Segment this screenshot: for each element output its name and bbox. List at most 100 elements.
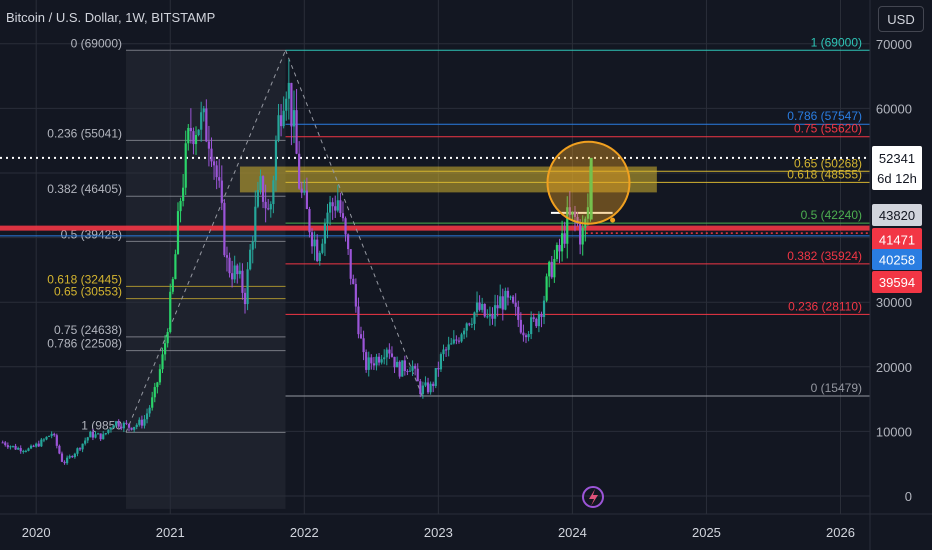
candle [112, 425, 115, 429]
candle [96, 433, 100, 435]
candle [517, 306, 520, 320]
fib-lower-label: 0.5 (39425) [61, 227, 122, 241]
candle [11, 445, 15, 447]
candle [279, 115, 283, 127]
candle [238, 270, 241, 275]
candle [499, 296, 502, 309]
candle [380, 359, 383, 363]
candle [84, 440, 87, 444]
y-tick-label: 0 [905, 489, 912, 504]
candle [287, 82, 290, 99]
candle [66, 457, 69, 464]
candle [140, 419, 143, 426]
candle [305, 190, 308, 209]
candle [76, 448, 79, 454]
candle [334, 206, 337, 211]
y-tick-label: 30000 [876, 295, 912, 310]
candle [576, 216, 579, 224]
x-tick-label: 2026 [826, 525, 855, 540]
last-candle [589, 157, 593, 220]
candle [493, 305, 497, 319]
candle [169, 291, 172, 332]
candle [496, 305, 499, 309]
candle [290, 82, 293, 127]
candle [313, 239, 316, 247]
candle [86, 437, 89, 441]
candle [537, 314, 540, 327]
candle [357, 306, 360, 335]
candle [527, 334, 530, 338]
candle [558, 245, 561, 252]
fib-upper-label: 0.65 (50268) [794, 156, 862, 170]
candle [367, 357, 370, 370]
candle [254, 206, 257, 242]
chart-title: Bitcoin / U.S. Dollar, 1W, BITSTAMP [6, 10, 216, 25]
currency-button[interactable]: USD [878, 6, 924, 32]
candle [251, 241, 254, 250]
candle [171, 279, 174, 292]
fib-upper-label: 0.236 (28110) [788, 299, 862, 313]
candle [130, 427, 133, 430]
candle [236, 265, 239, 275]
candle [473, 312, 476, 324]
price-label: 41471 [879, 233, 915, 248]
candle [22, 451, 25, 453]
lightning-icon [582, 486, 604, 508]
candle [81, 443, 84, 450]
candle [9, 446, 12, 448]
candle [63, 461, 66, 464]
y-tick-label: 20000 [876, 360, 912, 375]
candle [295, 110, 298, 154]
candle [571, 211, 574, 215]
fib-upper-label: 0.618 (48555) [787, 167, 862, 181]
candle [143, 419, 146, 426]
candle [344, 218, 347, 235]
candle [352, 278, 355, 285]
candle [40, 439, 43, 447]
trend-line [125, 50, 286, 433]
candle [396, 361, 399, 368]
candle [447, 344, 450, 350]
price-label-countdown: 6d 12h [877, 171, 917, 186]
candle [205, 108, 208, 142]
price-label-box [872, 204, 922, 226]
candle [215, 165, 218, 178]
candle [207, 141, 211, 149]
candle [318, 252, 321, 262]
candle [212, 161, 216, 166]
fib-upper-label: 0.5 (42240) [801, 208, 862, 222]
candle [300, 188, 303, 193]
candle [331, 202, 334, 207]
candle [457, 340, 461, 342]
candle [370, 357, 373, 364]
candle [125, 422, 128, 424]
candle [73, 453, 76, 458]
price-label: 43820 [879, 208, 915, 223]
candle [267, 208, 270, 210]
candle [336, 200, 339, 211]
fib-upper-label: 0.75 (55620) [794, 122, 862, 136]
marker-dot [610, 217, 616, 223]
fib-lower-label: 0 (69000) [71, 36, 122, 50]
candle [532, 317, 535, 319]
candle [310, 232, 314, 247]
candle [89, 431, 92, 438]
candle [115, 421, 118, 426]
candle [102, 434, 105, 440]
candle [27, 448, 30, 451]
candle [187, 127, 190, 144]
candle [321, 243, 324, 253]
candle [228, 257, 231, 274]
candle [194, 135, 198, 145]
x-tick-label: 2020 [22, 525, 51, 540]
candle [246, 269, 249, 305]
candle [542, 300, 546, 318]
candle [372, 363, 376, 366]
candle [468, 323, 471, 325]
candle [437, 367, 440, 370]
candle [460, 334, 463, 342]
candle [491, 314, 494, 319]
candle [223, 202, 226, 256]
candle [47, 435, 51, 437]
